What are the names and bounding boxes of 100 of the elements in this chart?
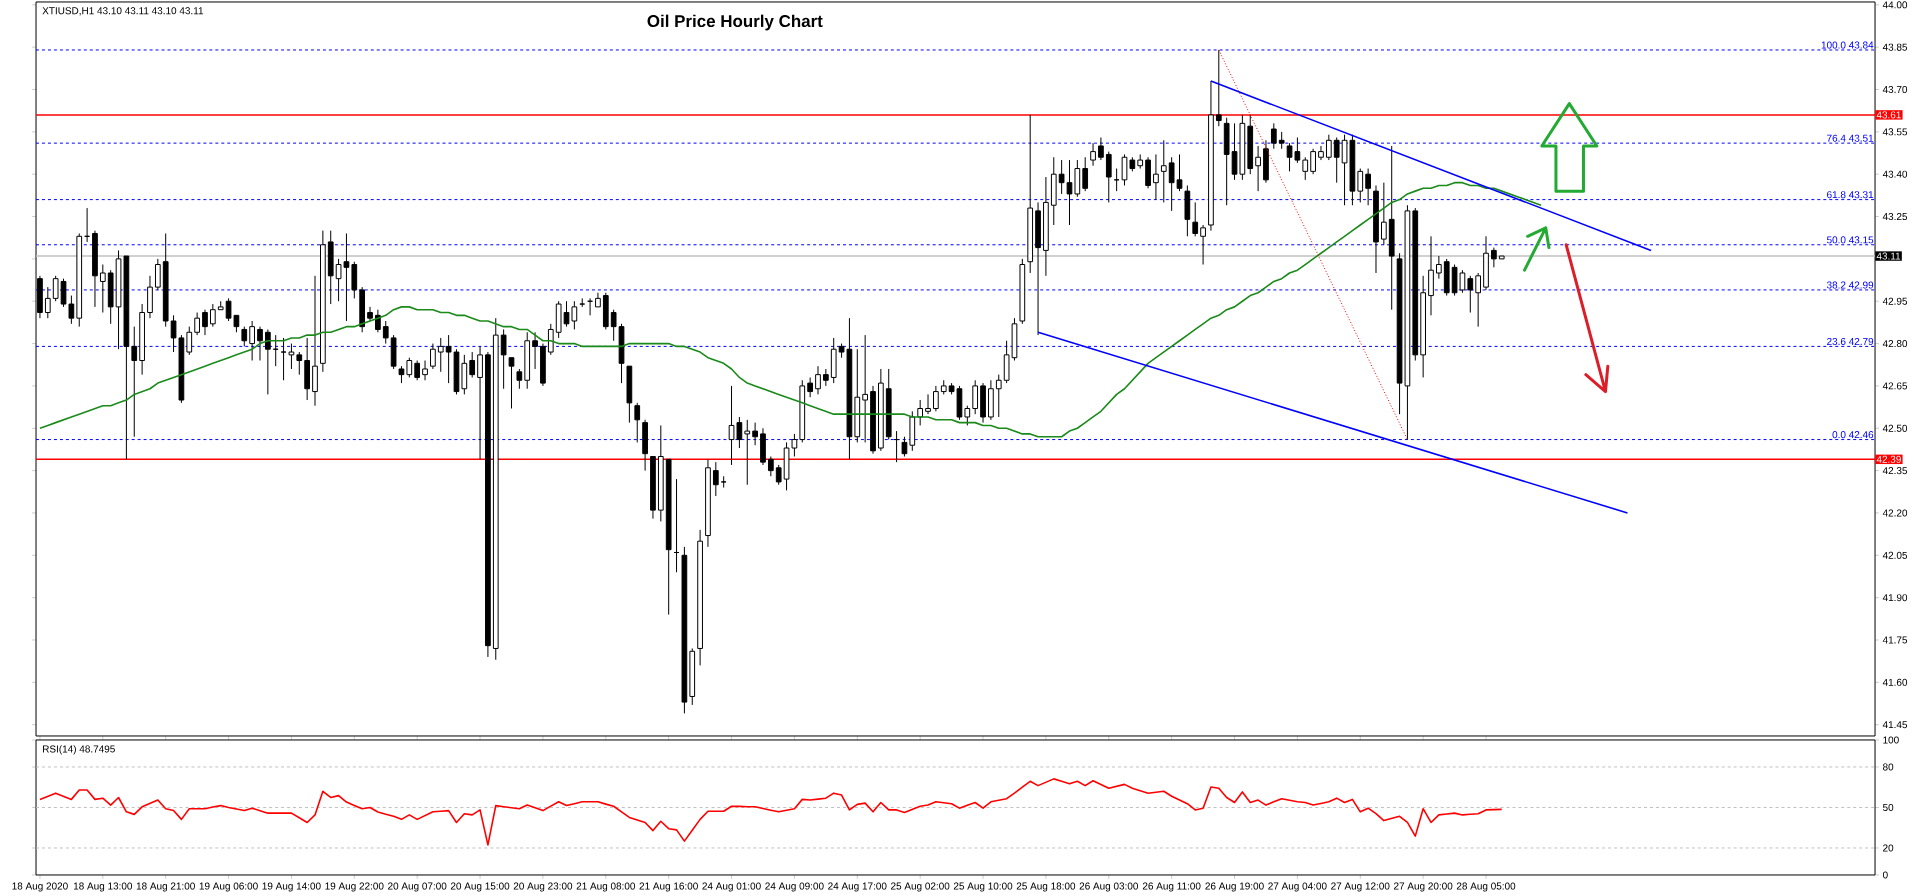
- y-tick-label: 43.70: [1882, 85, 1908, 94]
- ref-line-label: 42.39: [1876, 455, 1901, 463]
- candlestick: [823, 368, 829, 387]
- candlestick: [1105, 151, 1112, 203]
- candlestick: [500, 328, 507, 390]
- candlestick: [1318, 145, 1324, 161]
- candlestick: [107, 269, 114, 325]
- candlestick: [296, 351, 303, 376]
- annotation: RSI(14) 48.7495: [43, 745, 115, 755]
- annotation: XTIUSD,H1 43.10 43.11 43.10 43.11: [42, 7, 204, 16]
- x-tick-label: 20 Aug 23:00: [513, 882, 573, 892]
- candlestick: [854, 348, 861, 443]
- candlestick: [634, 402, 641, 443]
- y-tick-label: 41.90: [1882, 594, 1908, 602]
- candlestick: [712, 461, 719, 497]
- candlestick: [76, 232, 83, 328]
- y-tick-label: 44.00: [1882, 1, 1908, 9]
- candlestick: [618, 323, 625, 384]
- candlestick: [760, 427, 766, 466]
- candlestick: [1467, 275, 1474, 314]
- candlestick: [1098, 136, 1104, 161]
- y-tick-label: 41.75: [1882, 636, 1908, 644]
- x-tick-label: 25 Aug 10:00: [953, 882, 1013, 892]
- candlestick: [642, 419, 648, 472]
- candlestick: [92, 230, 98, 308]
- candlestick: [1365, 168, 1371, 206]
- candlestick: [1428, 235, 1434, 316]
- candlestick: [1168, 156, 1175, 212]
- candlestick: [194, 312, 200, 336]
- y-tick-label: 41.45: [1882, 721, 1908, 729]
- candlestick: [681, 546, 688, 714]
- y-tick-label: 42.05: [1882, 551, 1908, 559]
- candlestick: [312, 275, 318, 407]
- candlestick: [1176, 153, 1183, 192]
- candlestick: [437, 337, 444, 373]
- candlestick: [422, 360, 428, 381]
- y-tick-label: 41.60: [1882, 678, 1908, 686]
- y-tick-label: 43.25: [1882, 213, 1908, 221]
- candlestick: [44, 286, 51, 319]
- candlestick: [988, 379, 994, 421]
- y-tick-label: 42.95: [1882, 297, 1908, 305]
- candlestick: [524, 331, 531, 390]
- y-tick-label: 42.50: [1882, 424, 1908, 432]
- ref-line-label: 61.8 43.31: [1827, 191, 1874, 199]
- x-tick-label: 19 Aug 22:00: [325, 882, 384, 892]
- candlestick: [1090, 142, 1096, 167]
- candlestick: [610, 309, 617, 342]
- x-tick-label: 25 Aug 18:00: [1016, 882, 1076, 892]
- candlestick: [830, 337, 837, 384]
- candlestick: [461, 354, 468, 395]
- candlestick: [705, 458, 711, 548]
- candlestick: [1137, 153, 1144, 170]
- candlestick: [657, 424, 664, 522]
- candlestick: [650, 456, 656, 520]
- candlestick: [327, 230, 334, 305]
- candlestick: [995, 374, 1002, 418]
- candlestick: [1310, 148, 1316, 175]
- candlestick: [1050, 156, 1057, 226]
- candlestick: [1483, 235, 1489, 291]
- candlestick: [1270, 122, 1277, 150]
- y-tick-label: 50: [1882, 803, 1894, 812]
- candlestick: [744, 419, 751, 486]
- candlestick: [807, 376, 813, 398]
- ref-line-label: 23.6 42.79: [1827, 337, 1874, 345]
- candlestick: [1380, 182, 1387, 246]
- ref-line-label: 100.0 43.84: [1821, 41, 1874, 49]
- candlestick: [304, 337, 311, 401]
- y-tick-label: 42.80: [1882, 340, 1908, 348]
- candlestick: [665, 458, 672, 616]
- candlestick: [265, 328, 271, 395]
- x-tick-label: 18 Aug 2020: [12, 882, 68, 892]
- candlestick: [1184, 184, 1191, 237]
- candlestick: [1475, 272, 1482, 328]
- candlestick: [99, 264, 106, 314]
- x-tick-label: 20 Aug 15:00: [450, 882, 510, 892]
- x-tick-label: 27 Aug 12:00: [1331, 882, 1390, 892]
- candlestick: [249, 320, 255, 362]
- ref-line-label: 76.4 43.51: [1827, 134, 1874, 142]
- candlestick: [162, 232, 169, 328]
- candlestick: [1192, 201, 1199, 237]
- text: Oil Price Hourly Chart: [647, 14, 823, 31]
- y-tick-label: 100: [1883, 736, 1899, 744]
- x-tick-label: 24 Aug 17:00: [828, 882, 887, 892]
- candlestick: [147, 275, 153, 319]
- candlestick: [1255, 145, 1261, 192]
- candlestick: [516, 368, 523, 390]
- candlestick: [1208, 80, 1214, 232]
- candlestick: [767, 456, 774, 477]
- y-tick-label: 43.55: [1882, 128, 1908, 136]
- candlestick: [1043, 176, 1049, 277]
- ref-line-label: 0.0 42.46: [1832, 431, 1874, 439]
- x-tick-label: 26 Aug 03:00: [1079, 882, 1139, 892]
- candlestick: [288, 343, 295, 370]
- candlestick: [1263, 139, 1269, 184]
- candlestick: [697, 529, 703, 666]
- candlestick: [815, 365, 821, 395]
- candlestick: [540, 343, 546, 387]
- candlestick: [1153, 153, 1159, 201]
- candlestick: [367, 306, 373, 322]
- ref-line-label: 38.2 42.99: [1826, 281, 1874, 289]
